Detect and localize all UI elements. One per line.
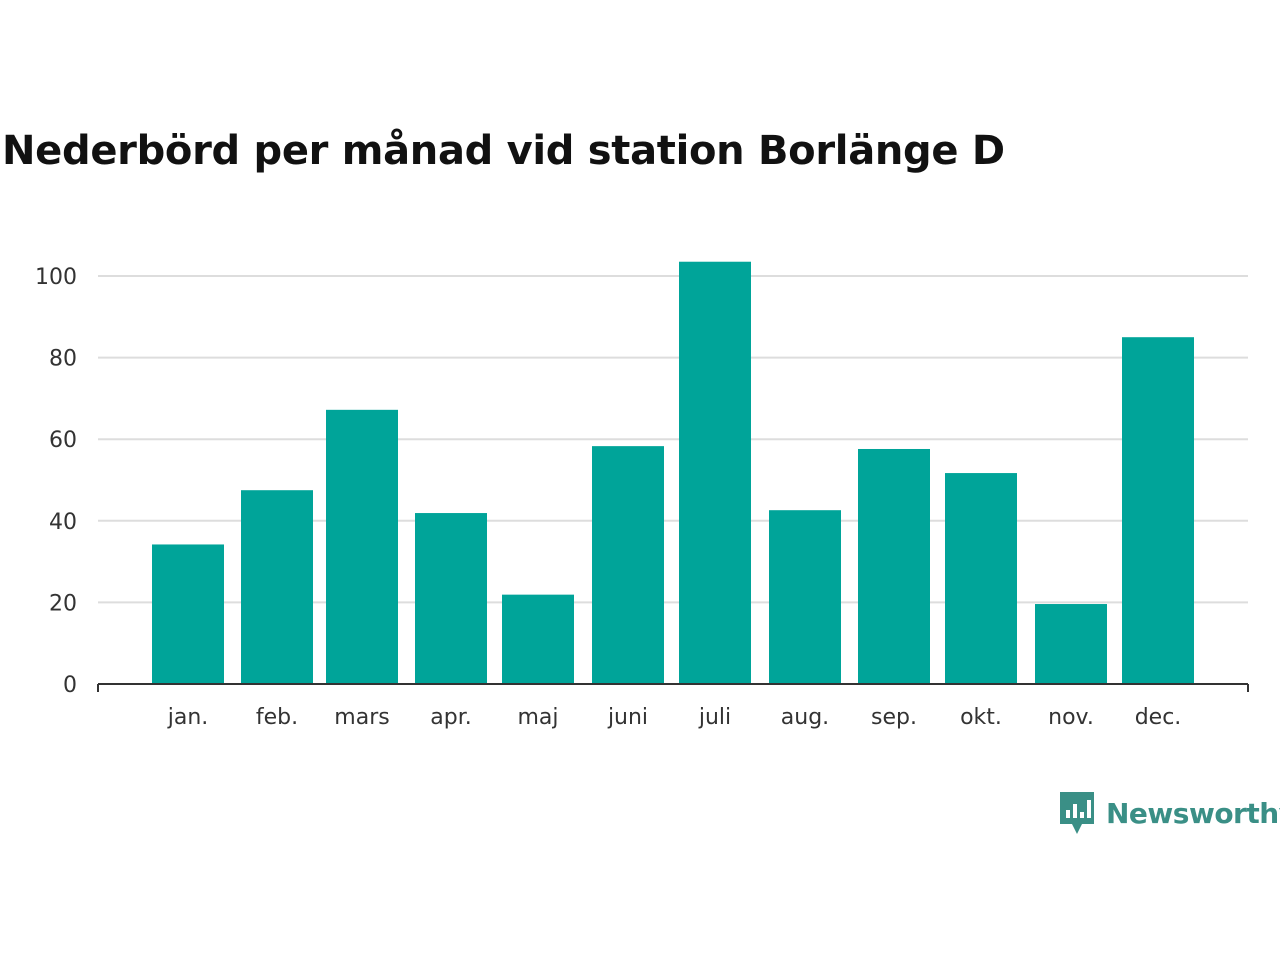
- bars: [152, 261, 1194, 684]
- x-tick-label: apr.: [430, 705, 471, 730]
- x-tick-label: okt.: [960, 705, 1002, 730]
- chart-title: Nederbörd per månad vid station Borlänge…: [2, 128, 1005, 174]
- brand-logo: Newsworthy: [1058, 790, 1280, 836]
- y-tick-label: 40: [49, 510, 77, 535]
- y-tick-label: 60: [49, 428, 77, 453]
- bar-dec: [1122, 337, 1194, 684]
- newsworthy-logo-icon: [1060, 792, 1094, 834]
- bar-sep: [858, 448, 930, 684]
- x-tick-label: feb.: [256, 705, 298, 730]
- y-tick-label: 20: [49, 591, 77, 616]
- x-tick-label: mars: [334, 705, 389, 730]
- x-tick-label: maj: [517, 705, 558, 730]
- bar-okt: [945, 473, 1017, 684]
- x-tick-labels: jan. feb. mars apr. maj juni juli aug. sep. okt. n…: [167, 705, 1182, 730]
- x-tick-label: sep.: [871, 705, 917, 730]
- y-tick-label: 100: [35, 265, 77, 290]
- brand-name: Newsworthy: [1106, 796, 1280, 830]
- bar-feb: [241, 490, 313, 684]
- bar-jan: [152, 544, 224, 684]
- x-axis: [97, 683, 1249, 692]
- bar-nov: [1035, 604, 1107, 684]
- x-tick-label: nov.: [1048, 705, 1094, 730]
- bar-apr: [415, 513, 487, 684]
- bar-maj: [502, 594, 574, 684]
- bar-aug: [769, 510, 841, 684]
- y-tick-label: 0: [63, 673, 77, 698]
- bar-juli: [679, 261, 751, 684]
- y-tick-labels: 0 20 40 60 80 100: [35, 265, 77, 698]
- x-tick-label: aug.: [781, 705, 829, 730]
- x-tick-label: juni: [607, 705, 648, 730]
- x-tick-label: juli: [698, 705, 731, 730]
- x-tick-label: dec.: [1135, 705, 1182, 730]
- bar-mars: [326, 409, 398, 684]
- x-tick-label: jan.: [167, 705, 209, 730]
- y-tick-label: 80: [49, 347, 77, 372]
- bar-juni: [592, 446, 664, 684]
